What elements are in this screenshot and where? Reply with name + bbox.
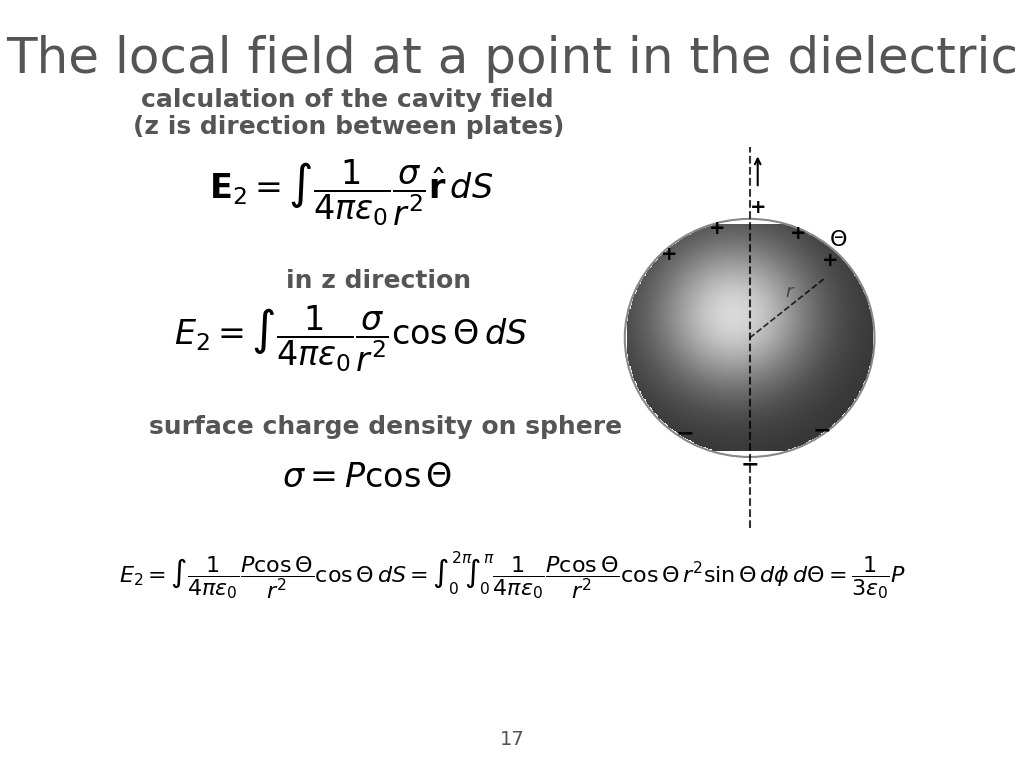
Text: −: − xyxy=(740,455,759,475)
Text: $r$: $r$ xyxy=(784,283,795,301)
Text: +: + xyxy=(710,219,726,238)
Text: +: + xyxy=(750,198,766,217)
Text: calculation of the cavity field: calculation of the cavity field xyxy=(141,88,554,112)
Text: $\mathbf{E}_2 = \int \dfrac{1}{4\pi\epsilon_0} \dfrac{\sigma}{r^2} \hat{\mathbf{: $\mathbf{E}_2 = \int \dfrac{1}{4\pi\epsi… xyxy=(209,157,493,227)
Text: +: + xyxy=(790,223,806,243)
Text: The local field at a point in the dielectric: The local field at a point in the dielec… xyxy=(6,35,1018,83)
Text: in z direction: in z direction xyxy=(287,269,472,293)
Text: $\sigma = P\cos\Theta$: $\sigma = P\cos\Theta$ xyxy=(282,461,452,494)
Text: −: − xyxy=(813,421,831,441)
Text: (z is direction between plates): (z is direction between plates) xyxy=(133,115,565,139)
Text: surface charge density on sphere: surface charge density on sphere xyxy=(150,415,623,439)
Text: $E_2 = \int \dfrac{1}{4\pi\epsilon_0} \dfrac{\sigma}{r^2} \cos\Theta\, dS$: $E_2 = \int \dfrac{1}{4\pi\epsilon_0} \d… xyxy=(174,303,527,373)
Text: +: + xyxy=(822,251,839,270)
Text: +: + xyxy=(660,245,677,264)
Text: −: − xyxy=(676,423,694,443)
Text: 17: 17 xyxy=(500,730,524,749)
Text: $\Theta$: $\Theta$ xyxy=(829,230,848,250)
Text: $E_2 = \int \dfrac{1}{4\pi\epsilon_0} \dfrac{P\cos\Theta}{r^2} \cos\Theta\, dS =: $E_2 = \int \dfrac{1}{4\pi\epsilon_0} \d… xyxy=(119,549,905,602)
